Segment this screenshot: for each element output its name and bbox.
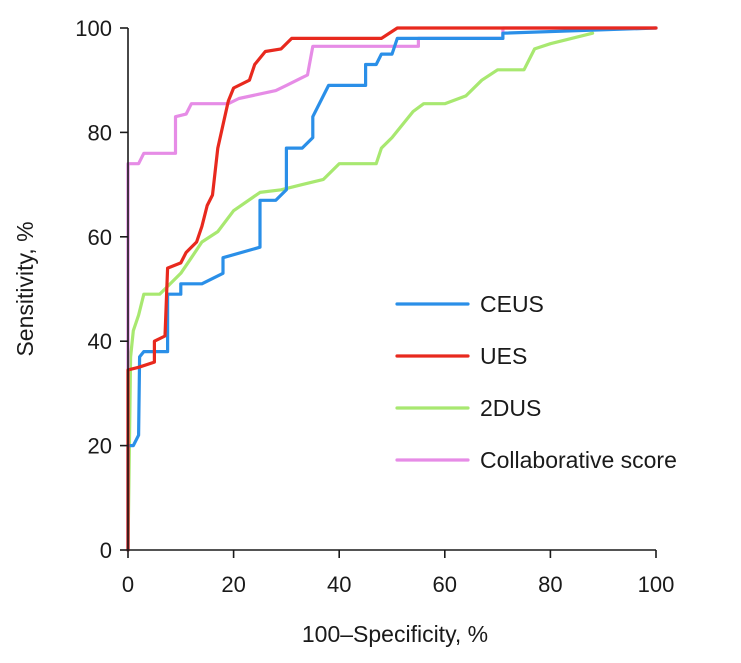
legend-label-2dus: 2DUS [480, 395, 541, 421]
x-tick-label: 60 [433, 572, 457, 597]
y-ticks: 0 20 40 60 80 100 [75, 16, 128, 563]
series-line-ues [126, 26, 658, 552]
x-axis-title: 100–Specificity, % [302, 621, 488, 647]
y-tick-label: 40 [88, 329, 112, 354]
y-tick-label: 80 [88, 120, 112, 145]
plot-lines [126, 26, 658, 552]
x-tick-label: 20 [221, 572, 245, 597]
y-tick-label: 20 [88, 434, 112, 459]
x-tick-label: 100 [638, 572, 675, 597]
series-line-2dus [126, 31, 595, 552]
legend-label-collaborative-score: Collaborative score [480, 447, 677, 473]
x-tick-label: 0 [122, 572, 134, 597]
legend-label-ceus: CEUS [480, 291, 544, 317]
y-tick-label: 100 [75, 16, 112, 41]
series-line-ceus [126, 26, 658, 552]
y-axis-title: Sensitivity, % [12, 221, 38, 356]
x-tick-label: 80 [538, 572, 562, 597]
x-tick-label: 40 [327, 572, 351, 597]
y-tick-label: 60 [88, 225, 112, 250]
legend: CEUS UES 2DUS Collaborative score [395, 291, 677, 473]
x-ticks: 0 20 40 60 80 100 [122, 550, 674, 597]
legend-label-ues: UES [480, 343, 527, 369]
y-tick-label: 0 [100, 538, 112, 563]
